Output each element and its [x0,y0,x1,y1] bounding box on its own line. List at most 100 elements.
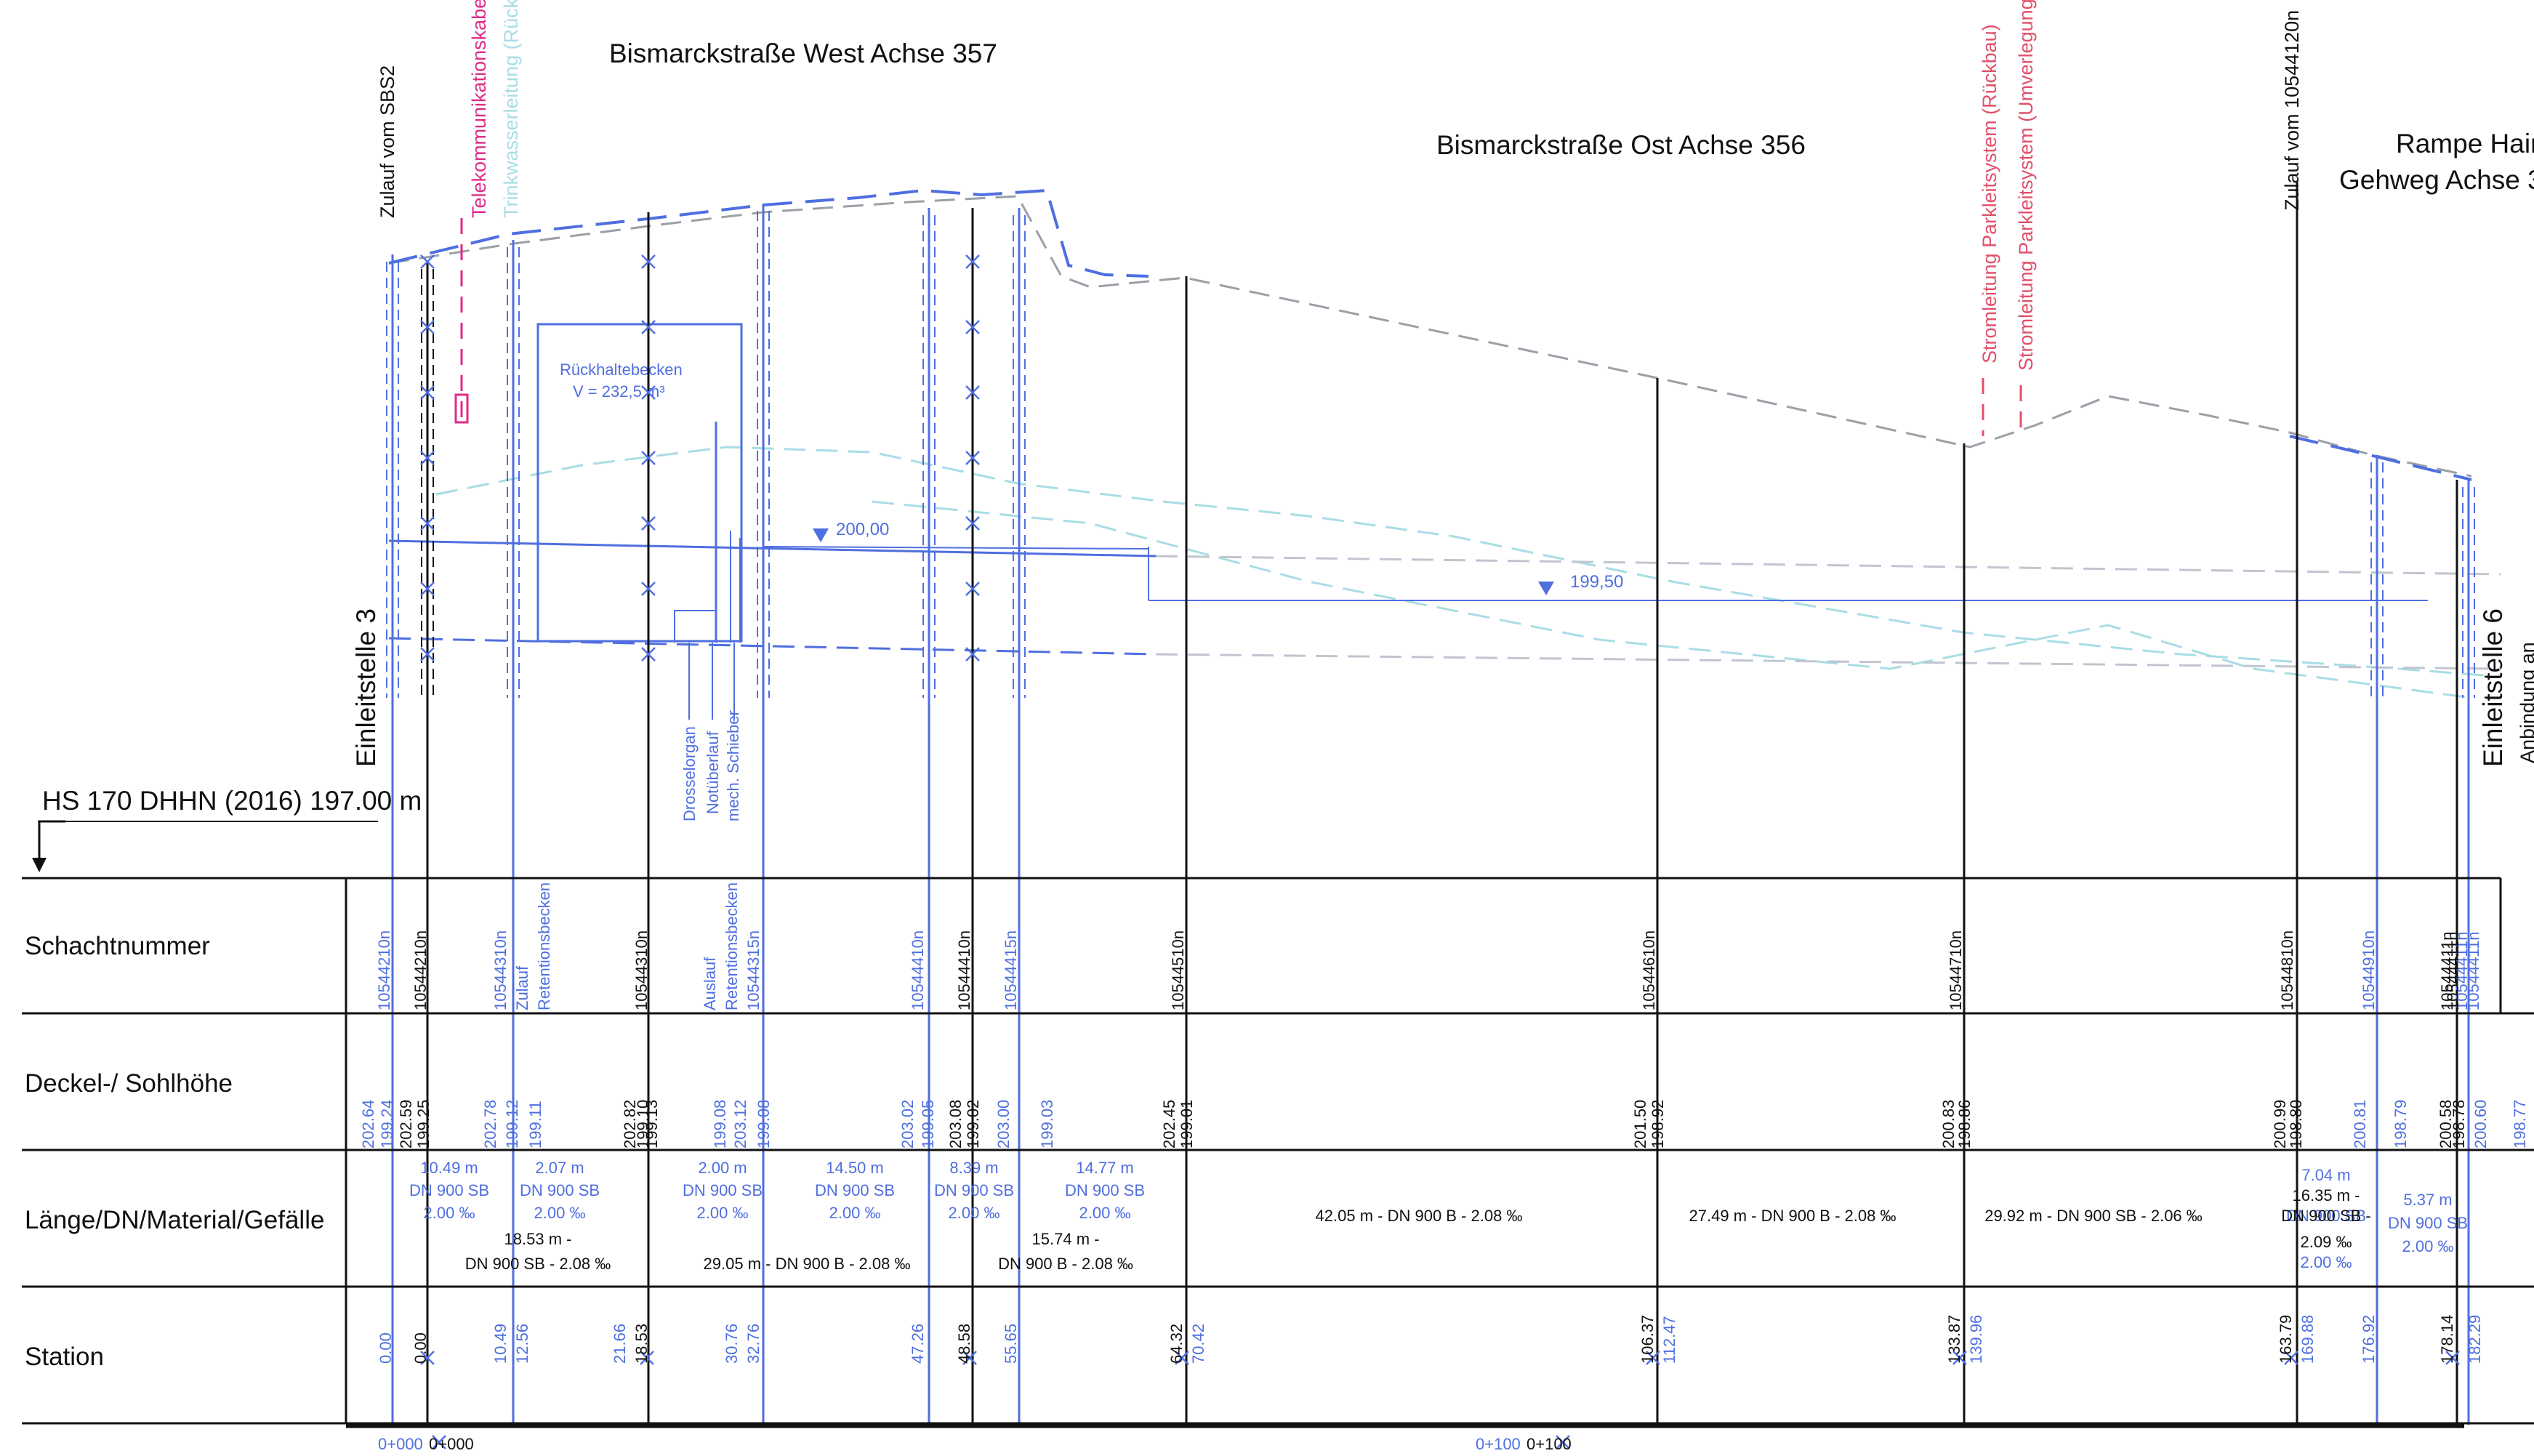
segment-text: 27.49 m - DN 900 B - 2.08 ‰ [1689,1207,1897,1225]
segment-black: 18.53 m - DN 900 SB - 2.08 ‰ 29.05 m - D… [465,1186,2371,1273]
shaft-rung-cross [420,254,435,269]
station-value: 112.47 [1660,1316,1678,1364]
station-cross [640,1351,654,1365]
shaft-rung-cross [420,647,435,661]
axis-cross [1556,1435,1570,1449]
segment-dn: DN 900 SB [934,1181,1014,1199]
schacht-number: 10544710n [1947,930,1965,1010]
segment-text: 16.35 m - [2293,1186,2360,1204]
height-value: 198.92 [1649,1100,1667,1149]
shaft-rung-cross [965,254,980,269]
height-value: 199.01 [1178,1100,1196,1149]
height-value: 199.08 [711,1100,729,1149]
axis-cross [432,1435,446,1449]
telekom-marker [454,393,469,424]
segment-slope: 2.00 ‰ [534,1204,586,1222]
segment-text: DN 900 SB - 2.08 ‰ [465,1255,611,1273]
segment-dn: DN 900 SB [2388,1214,2468,1232]
height-value: 200.83 [1939,1100,1958,1149]
datum-arrow-head [32,858,47,872]
schacht-number: Auslauf [701,957,719,1010]
height-value: 200.58 [2437,1100,2455,1149]
height-value: 202.64 [359,1100,377,1149]
height-value: 199.05 [919,1100,937,1149]
height-value: 202.78 [481,1100,499,1149]
axis-mark: 0+100 [1476,1435,1521,1453]
schacht-number: 10544411n [2444,932,2462,1011]
station-value: 163.79 [2277,1315,2295,1364]
segment-dn: DN 900 SB [683,1181,763,1199]
schacht-number: 10544310n [491,930,510,1010]
segment-slope: 2.00 ‰ [697,1204,749,1222]
shaft-rung-cross [420,582,435,596]
schacht-number: 10544410n [955,930,973,1010]
height-value: 203.02 [898,1100,917,1149]
segment-length: 2.07 m [535,1159,584,1177]
label-anbindung: Anbindung an [2517,642,2534,763]
height-value: 201.50 [1631,1100,1649,1149]
label-trinkwasser: Trinkwasserleitung (Rückbau) [500,0,522,218]
height-value: 202.59 [397,1100,415,1149]
segment-blue: 10.49 m DN 900 SB 2.00 ‰ 2.07 m DN 900 S… [409,1159,2468,1271]
segment-length: 10.49 m [420,1159,478,1177]
shaft-rung-cross [965,647,980,661]
label-strom-umverlegung: Stromleitung Parkleitsystem (Umverlegung… [2015,0,2037,371]
label-zulauf-105: Zulauf vom 10544120n [2281,10,2303,211]
segment-dn: DN 900 SB [520,1181,600,1199]
segment-dn: DN 900 SB [815,1181,895,1199]
water-level-label-2: 199,50 [1570,572,1623,592]
notueberlauf-label: Notüberlauf [704,731,722,814]
station-cross [2284,1351,2298,1365]
datum-label: HS 170 DHHN (2016) 197.00 m [42,786,422,816]
station-value: 169.88 [2298,1315,2317,1364]
height-value: 202.45 [1160,1100,1178,1149]
segment-length: 14.77 m [1076,1159,1134,1177]
height-value: 198.78 [2450,1100,2468,1149]
label-zulauf-sbs2: Zulauf vom SBS2 [377,65,398,218]
label-einleitstelle-6: Einleitstelle 6 [2478,608,2508,767]
segment-slope: 2.00 ‰ [949,1204,1000,1222]
segment-length: 7.04 m [2301,1166,2350,1184]
shaft-rung-cross [641,451,656,465]
schacht-number: 10544210n [375,930,393,1010]
station-value: 48.58 [955,1324,973,1364]
segment-text: DN 900 SB - [2281,1207,2371,1225]
height-value: 198.77 [2511,1100,2529,1149]
station-value: 32.76 [744,1324,763,1364]
schacht-number: 10544411n [2464,932,2482,1011]
throttle-structure [674,610,716,643]
station-value: 139.96 [1967,1315,1985,1364]
segment-slope: 2.00 ‰ [829,1204,881,1222]
height-value: 203.00 [994,1100,1013,1149]
station-value: 0.00 [377,1332,395,1364]
row-label-hoehe: Deckel-/ Sohlhöhe [25,1069,233,1098]
schacht-number: Zulauf [513,965,531,1010]
shaft-rung-cross [965,516,980,531]
height-value: 198.86 [1955,1100,1974,1149]
schacht-number: 10544410n [909,930,927,1010]
segment-slope: 2.00 ‰ [2301,1253,2352,1271]
segment-dn: DN 900 SB [2286,1207,2366,1225]
station-value: 176.92 [2360,1315,2378,1364]
segment-length: 14.50 m [826,1159,884,1177]
shaft-lines [386,182,2475,1449]
segment-text: 29.92 m - DN 900 SB - 2.06 ‰ [1984,1207,2203,1225]
schacht-number: 10544315n [744,930,763,1010]
pipe-top-line-gray [1155,555,2501,576]
height-value: 199.10 [634,1100,652,1149]
row-label-station: Station [25,1343,104,1371]
station-cross [1175,1351,1189,1365]
height-value: 200.99 [2271,1100,2289,1149]
segment-slope: 2.00 ‰ [1079,1204,1131,1222]
height-value: 198.79 [2392,1100,2410,1149]
height-value: 199.12 [503,1100,521,1149]
height-value: 203.12 [731,1100,749,1149]
station-cross [420,1351,435,1365]
segment-length: 2.00 m [698,1159,747,1177]
height-value: 199.02 [964,1100,982,1149]
segment-slope: 2.00 ‰ [2402,1237,2454,1255]
pipe-bottom-line [388,637,1157,656]
pipe-bottom-line-gray [1155,653,2501,670]
station-value: 178.14 [2438,1315,2456,1364]
drossel-label: Drosselorgan [680,726,699,821]
